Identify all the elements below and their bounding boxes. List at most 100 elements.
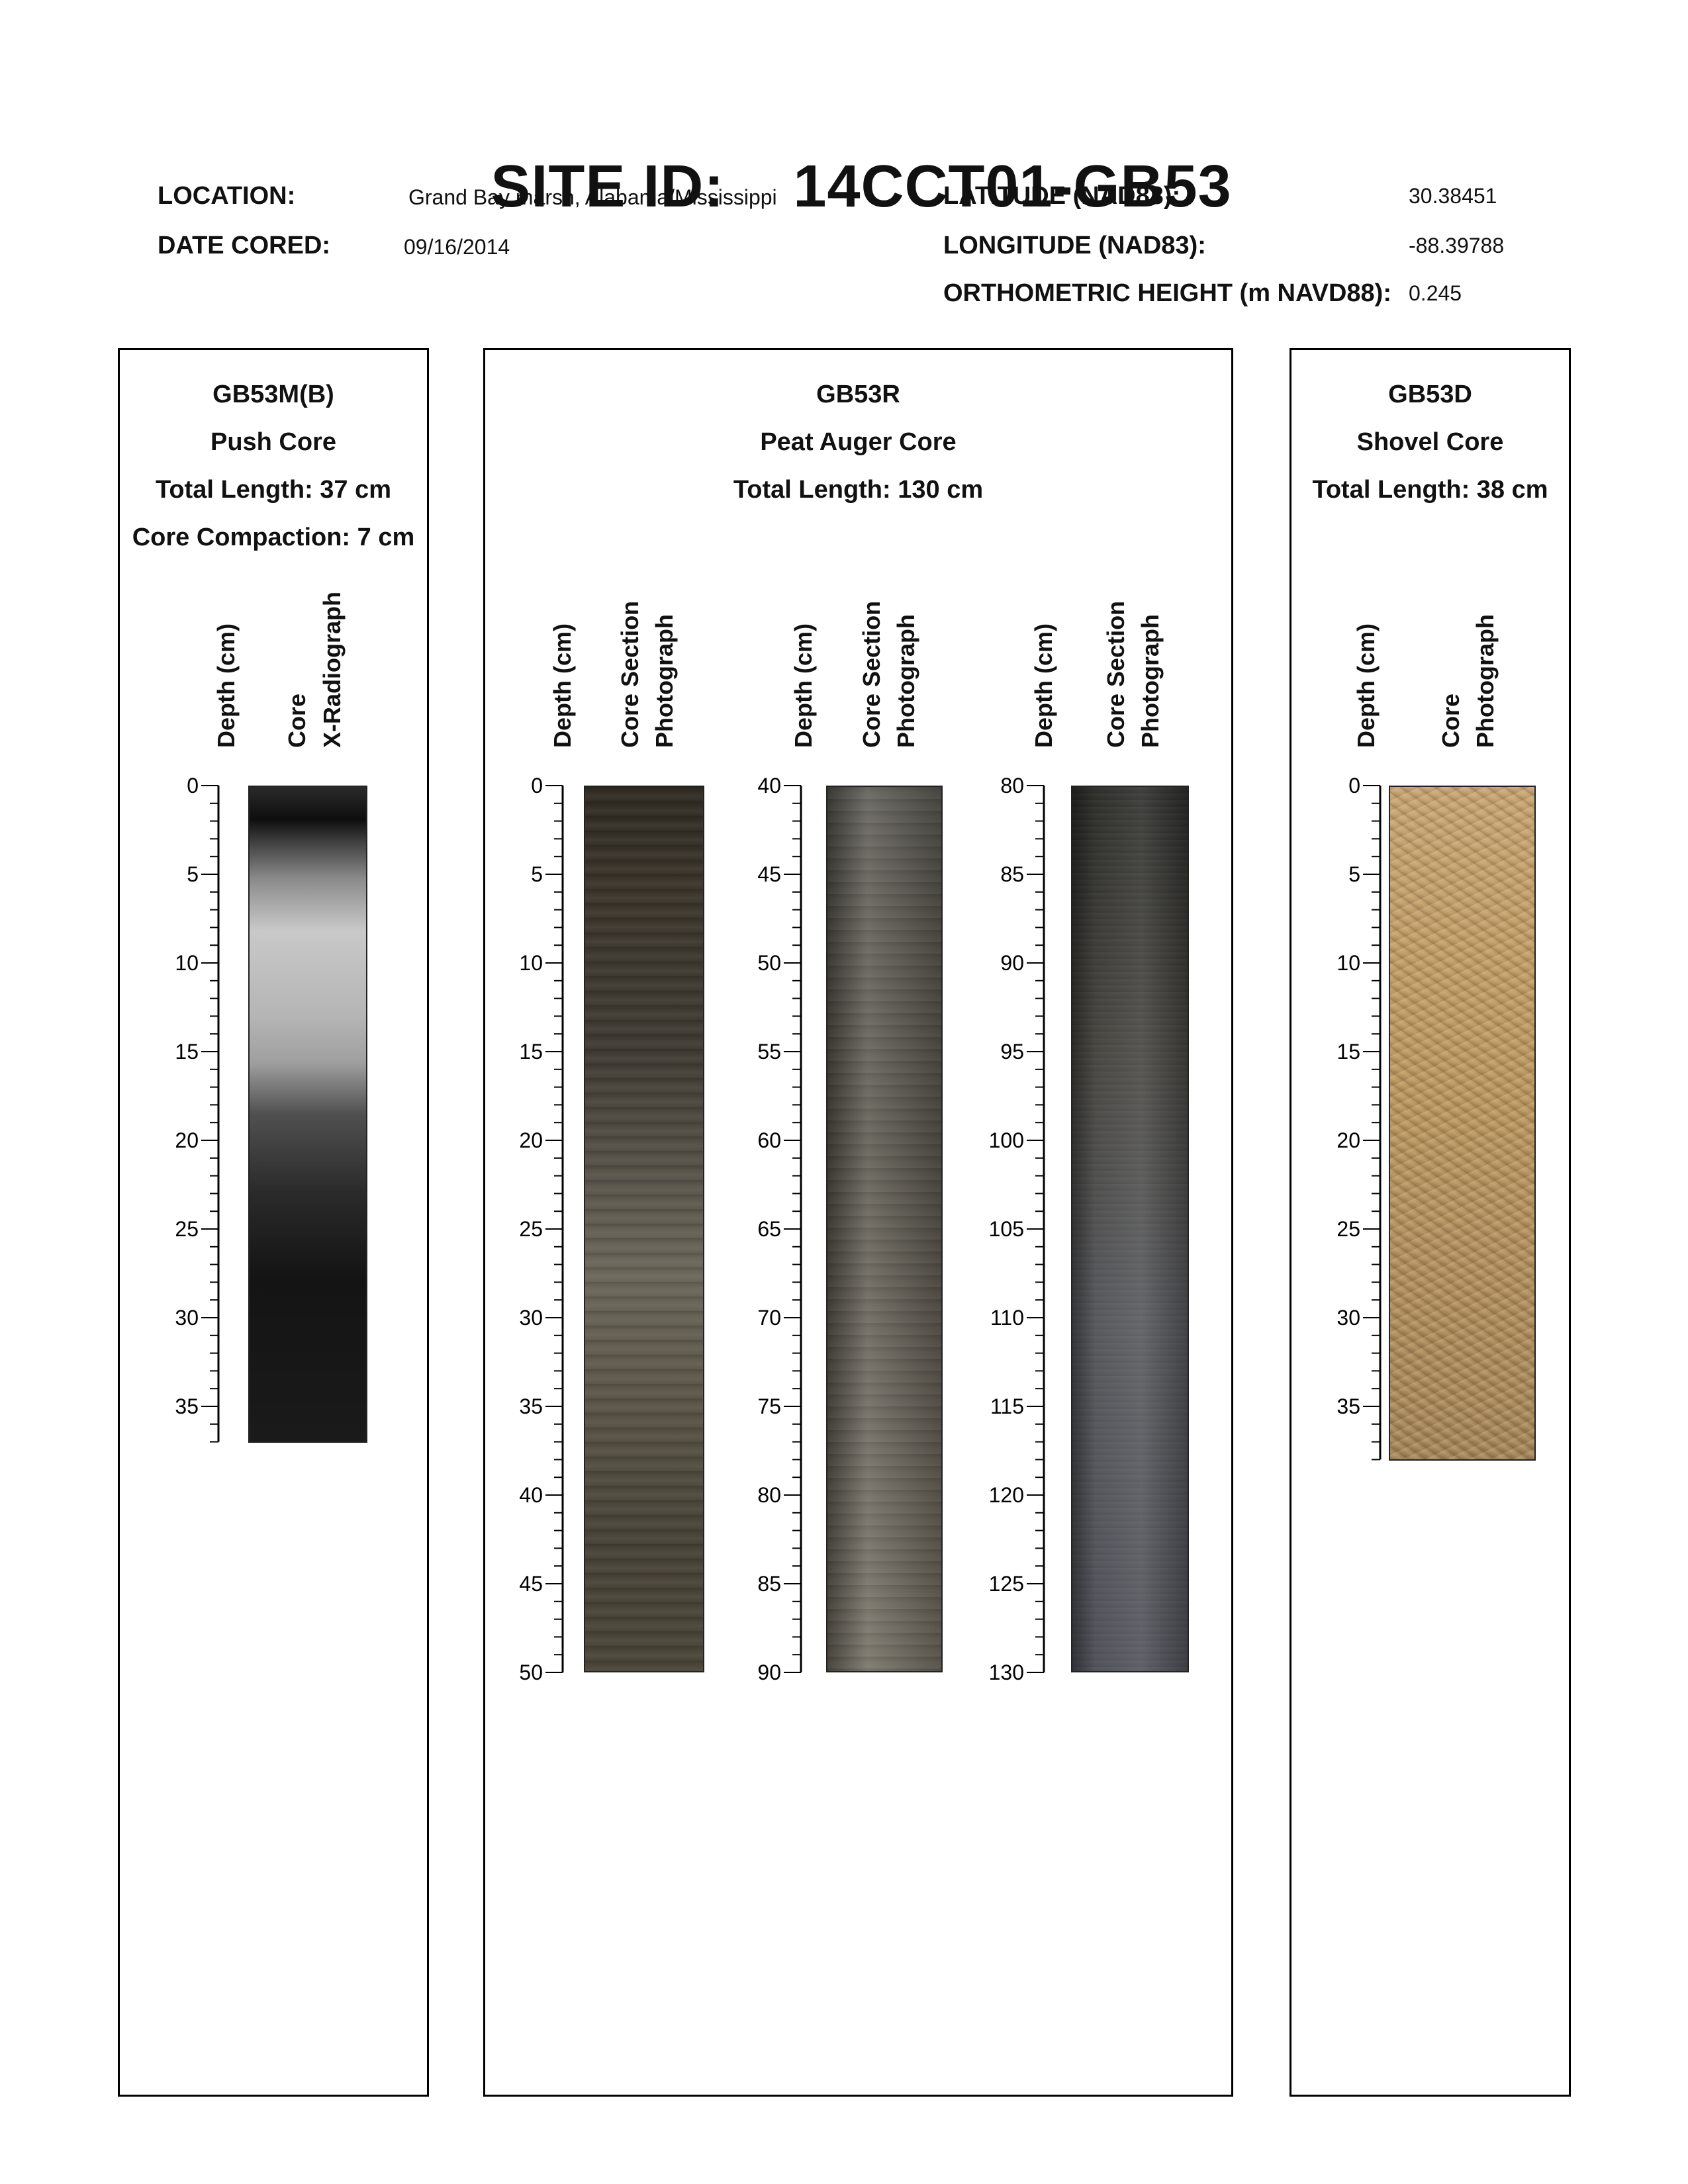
depth-tick-label: 50 [519,1661,543,1684]
depth-tick-label: 45 [519,1572,543,1596]
auger-s2-depth-scale: 40 45 50 55 60 65 70 75 80 85 90 [757,774,802,1684]
depth-tick-label: 65 [757,1217,781,1241]
depth-tick-label: 30 [519,1306,543,1330]
depth-tick-label: 35 [519,1394,543,1418]
push-core-compaction: Core Compaction: 7 cm [132,523,415,551]
shovel-image-label-line1: Core [1437,693,1464,748]
push-depth-scale: 0 5 10 15 20 25 30 35 [175,774,220,1443]
depth-tick-label: 130 [989,1661,1024,1684]
shovel-core-panel: GB53D Shovel Core Total Length: 38 cm [1289,348,1571,2097]
push-core-id: GB53M(B) [212,381,334,408]
shovel-core-length: Total Length: 38 cm [1312,476,1548,504]
latitude-label: LATITUDE (NAD83): [943,182,1181,210]
auger-s3-image-label-line2: Photograph [1137,614,1164,748]
longitude-label: LONGITUDE (NAD83): [943,232,1206,259]
auger-core-type: Peat Auger Core [760,428,957,456]
depth-tick-label: 10 [175,951,199,975]
depth-tick-label: 15 [1336,1040,1360,1064]
depth-tick-label: 20 [175,1128,199,1152]
push-core-type: Push Core [210,428,337,456]
depth-tick-label: 40 [519,1483,543,1507]
depth-tick-label: 120 [989,1483,1024,1507]
auger-core-section-3-photo [1071,786,1189,1672]
orthometric-height-label: ORTHOMETRIC HEIGHT (m NAVD88): [943,279,1391,307]
auger-core-section-2-photo [826,786,943,1672]
auger-s2-image-label-line2: Photograph [892,614,919,748]
depth-tick-label: 20 [1336,1128,1360,1152]
depth-tick-label: 75 [757,1394,781,1418]
location-label: LOCATION: [158,182,296,210]
depth-tick-label: 0 [531,774,543,797]
auger-core-length: Total Length: 130 cm [733,476,984,504]
depth-tick-label: 50 [757,951,781,975]
push-image-label-line1: Core [283,693,310,748]
push-core-length: Total Length: 37 cm [155,476,392,504]
depth-tick-label: 0 [1348,774,1360,797]
depth-tick-label: 40 [757,774,781,797]
site-title: SITE ID: 14CCT01-GB53 [0,85,1688,221]
depth-tick-label: 125 [989,1572,1024,1596]
site-id-label: SITE ID: [491,154,725,220]
depth-tick-label: 20 [519,1128,543,1152]
push-core-panel: GB53M(B) Push Core Total Length: 37 cm C… [118,348,429,2097]
depth-tick-label: 25 [519,1217,543,1241]
depth-tick-label: 30 [1336,1306,1360,1330]
depth-tick-label: 25 [1336,1217,1360,1241]
depth-tick-label: 100 [989,1128,1024,1152]
shovel-depth-scale: 0 5 10 15 20 25 30 35 [1336,774,1382,1461]
date-cored-label: DATE CORED: [158,232,331,259]
depth-tick-label: 110 [990,1306,1024,1330]
auger-s1-depth-label: Depth (cm) [549,623,576,748]
auger-core-panel: GB53R Peat Auger Core Total Length: 130 … [483,348,1233,2097]
depth-tick-label: 90 [757,1661,781,1684]
depth-tick-label: 70 [757,1306,781,1330]
auger-s3-image-label-line1: Core Section [1102,600,1129,748]
push-image-label-line2: X-Radiograph [318,591,346,748]
depth-tick-label: 55 [757,1040,781,1064]
depth-tick-label: 15 [175,1040,199,1064]
shovel-depth-label: Depth (cm) [1352,623,1380,748]
orthometric-height-value: 0.245 [1409,281,1462,305]
depth-tick-label: 10 [1336,951,1360,975]
longitude-value: -88.39788 [1409,234,1505,257]
push-depth-label: Depth (cm) [212,623,240,748]
auger-core-id: GB53R [816,381,900,408]
location-value: Grand Bay marsh, Alabama/Mississippi [408,185,777,209]
depth-tick-label: 5 [1348,862,1360,886]
depth-tick-label: 115 [990,1394,1024,1418]
depth-tick-label: 85 [1000,862,1024,886]
depth-tick-label: 95 [1000,1040,1024,1064]
depth-tick-label: 105 [989,1217,1024,1241]
depth-tick-label: 35 [1336,1394,1360,1418]
depth-tick-label: 80 [757,1483,781,1507]
latitude-value: 30.38451 [1409,184,1497,208]
depth-tick-label: 80 [1000,774,1024,797]
auger-s1-image-label-line2: Photograph [651,614,678,748]
auger-s1-image-label-line1: Core Section [616,600,643,748]
depth-tick-label: 25 [175,1217,199,1241]
depth-tick-label: 30 [175,1306,199,1330]
auger-s3-depth-label: Depth (cm) [1030,623,1057,748]
auger-s2-image-label-line1: Core Section [858,600,885,748]
auger-core-section-1-photo [584,786,704,1672]
depth-tick-label: 5 [187,862,199,886]
depth-tick-label: 45 [757,862,781,886]
shovel-core-type: Shovel Core [1356,428,1504,456]
auger-s2-depth-label: Depth (cm) [790,623,817,748]
depth-tick-label: 60 [757,1128,781,1152]
depth-tick-label: 15 [519,1040,543,1064]
depth-tick-label: 0 [187,774,199,797]
depth-tick-label: 35 [175,1394,199,1418]
site-id-value: 14CCT01-GB53 [793,154,1232,220]
shovel-image-label-line2: Photograph [1472,614,1499,748]
auger-s1-depth-scale: 0 5 10 15 20 25 30 35 40 45 50 [519,774,564,1684]
depth-tick-label: 85 [757,1572,781,1596]
depth-tick-label: 90 [1000,951,1024,975]
auger-s3-depth-scale: 80 85 90 95 100 105 110 115 120 125 130 [989,774,1045,1684]
shovel-core-id: GB53D [1388,381,1472,408]
shovel-core-photo [1389,786,1536,1461]
push-core-xradiograph [248,786,367,1443]
date-cored-value: 09/16/2014 [404,235,510,259]
depth-tick-label: 10 [519,951,543,975]
depth-tick-label: 5 [531,862,543,886]
